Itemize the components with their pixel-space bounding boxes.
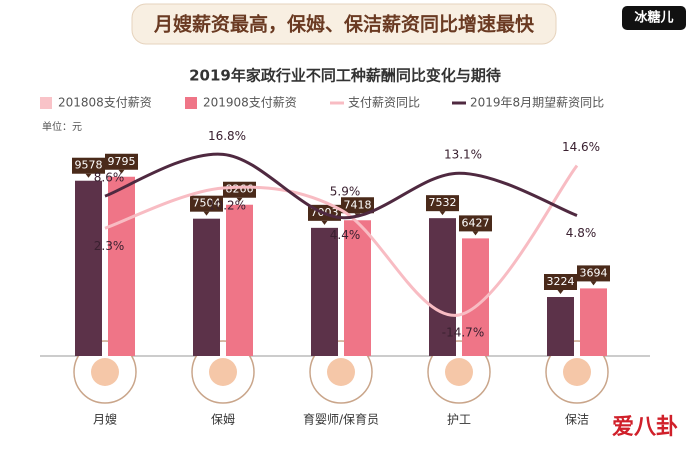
category-icon-inner xyxy=(209,358,237,386)
headline-banner xyxy=(131,3,557,45)
bar-value-label: 7418 xyxy=(344,198,372,211)
line-value-label: 10.2% xyxy=(208,198,246,212)
bar-label-box xyxy=(341,197,374,214)
category-icon-inner xyxy=(327,358,355,386)
bar xyxy=(547,297,574,356)
x-tick-label: 护工 xyxy=(447,413,471,427)
watermark-box xyxy=(622,6,686,30)
unit-label: 单位：元 xyxy=(42,120,82,133)
bar xyxy=(429,218,456,356)
watermark: 冰糖儿 xyxy=(634,10,673,26)
bar-label-pointer xyxy=(472,231,479,236)
bar-label-pointer xyxy=(85,173,92,178)
line-value-label: -14.7% xyxy=(442,325,484,339)
bar-value-label: 3694 xyxy=(580,266,608,279)
bar-label-box xyxy=(577,265,610,282)
category-icon-inner xyxy=(445,358,473,386)
bar xyxy=(580,288,607,356)
headline: 月嫂薪资最高，保姆、保洁薪资同比增速最快 xyxy=(153,13,535,36)
legend-label: 201908支付薪资 xyxy=(203,96,297,110)
bar xyxy=(75,180,102,356)
bar-label-box xyxy=(426,195,459,212)
bar-value-label: 6427 xyxy=(462,216,490,229)
bar-label-box xyxy=(72,157,105,174)
category-icon-inner xyxy=(91,358,119,386)
legend-label: 支付薪资同比 xyxy=(348,96,420,110)
bar-value-label: 3224 xyxy=(547,275,575,288)
legend-label: 201808支付薪资 xyxy=(58,96,152,110)
x-tick-label: 保洁 xyxy=(565,413,589,427)
x-tick-label: 育婴师/保育员 xyxy=(303,412,379,427)
line-value-label: 8.6% xyxy=(94,171,125,185)
bar-label-pointer xyxy=(321,220,328,225)
line xyxy=(104,164,579,317)
watermark-bottom: 爱八卦 xyxy=(612,415,678,440)
line-value-label: 13.1% xyxy=(444,148,482,162)
icons xyxy=(73,340,609,404)
bar xyxy=(108,176,135,356)
bar-value-label: 9795 xyxy=(108,155,136,168)
bar xyxy=(311,227,338,356)
line-value-label: 5.9% xyxy=(330,184,361,198)
line-value-label: 4.4% xyxy=(330,228,361,242)
legend-marker xyxy=(40,97,52,109)
bar xyxy=(344,220,371,356)
line-value-label: 2.3% xyxy=(94,239,125,253)
line-value-label: 16.8% xyxy=(208,129,246,143)
bar-label-box xyxy=(190,195,223,212)
bar-label-pointer xyxy=(590,281,597,286)
x-tick-label: 月嫂 xyxy=(93,413,117,427)
legend-label: 2019年8月期望薪资同比 xyxy=(470,96,604,110)
legend-marker xyxy=(185,97,197,109)
bar-label-box xyxy=(459,215,492,232)
bar-label-pointer xyxy=(439,211,446,216)
bar-label-pointer xyxy=(236,197,243,202)
chart-title: 2019年家政行业不同工种薪酬同比变化与期待 xyxy=(189,67,501,85)
line xyxy=(104,152,578,220)
bar-value-label: 9578 xyxy=(75,159,103,172)
x-tick-label: 保姆 xyxy=(211,413,235,427)
bar-value-label: 8266 xyxy=(226,183,254,196)
bar-label-pointer xyxy=(557,290,564,295)
bar xyxy=(226,204,253,356)
bar-label-box xyxy=(544,274,577,291)
line-value-label: 4.8% xyxy=(566,226,597,240)
bar xyxy=(193,218,220,356)
bar-label-box xyxy=(105,153,138,170)
bar-label-pointer xyxy=(118,169,125,174)
line-value-label: 14.6% xyxy=(562,140,600,154)
bar-value-label: 7532 xyxy=(429,196,457,209)
bar-label-pointer xyxy=(203,211,210,216)
category-icon-inner xyxy=(563,358,591,386)
bar-value-label: 7504 xyxy=(193,197,221,210)
